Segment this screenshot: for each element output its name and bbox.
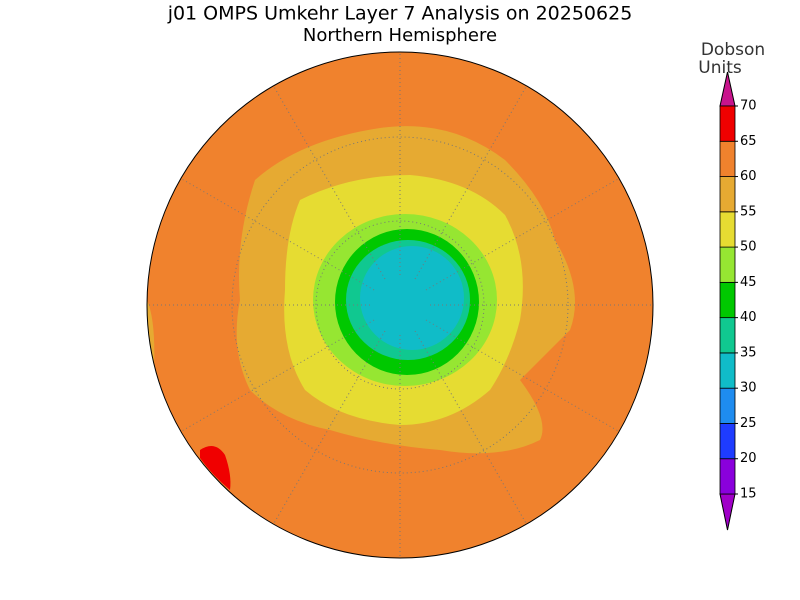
globe-border [146, 51, 654, 559]
colorbar-tick-label: 30 [740, 381, 757, 396]
colorbar-under [719, 493, 736, 531]
colorbar-segment [719, 352, 736, 389]
colorbar-tick-label: 15 [740, 487, 757, 502]
colorbar-segment [719, 387, 736, 424]
graticule [231, 136, 569, 474]
colorbar-tick-label: 60 [740, 169, 757, 184]
colorbar-tick-label: 50 [740, 240, 757, 255]
colorbar-tick-label: 65 [740, 134, 757, 149]
colorbar-segment [719, 140, 736, 177]
graticule [315, 220, 485, 390]
colorbar-segment [719, 281, 736, 319]
subtitle: Northern Hemisphere [303, 25, 497, 46]
colorbar-tick-label: 35 [740, 345, 757, 360]
colorbar-segment [719, 176, 736, 213]
title: j01 OMPS Umkehr Layer 7 Analysis on 2025… [167, 3, 633, 25]
colorbar-segment [719, 317, 736, 354]
contour-band [360, 246, 464, 350]
colorbar-tick-label: 45 [740, 275, 757, 290]
colorbar-segment [719, 105, 736, 142]
colorbar-tick-label: 70 [740, 99, 757, 114]
colorbar-segment [719, 458, 736, 495]
colorbar-tick-label: 55 [740, 204, 757, 219]
colorbar-segment [719, 211, 736, 248]
colorbar-tick-label: 20 [740, 451, 757, 466]
colorbar-segment [719, 246, 736, 283]
colorbar-segment [719, 423, 736, 460]
map [147, 52, 653, 558]
colorbar-label: Dobson [701, 40, 765, 60]
colorbar-label: Units [698, 58, 742, 78]
colorbar-tick-label: 40 [740, 310, 757, 325]
colorbar: 15 20 25 30 35 40 45 50 55 60 65 70 [719, 71, 757, 531]
contour-band [200, 446, 231, 490]
colorbar-tick-label: 25 [740, 416, 757, 431]
